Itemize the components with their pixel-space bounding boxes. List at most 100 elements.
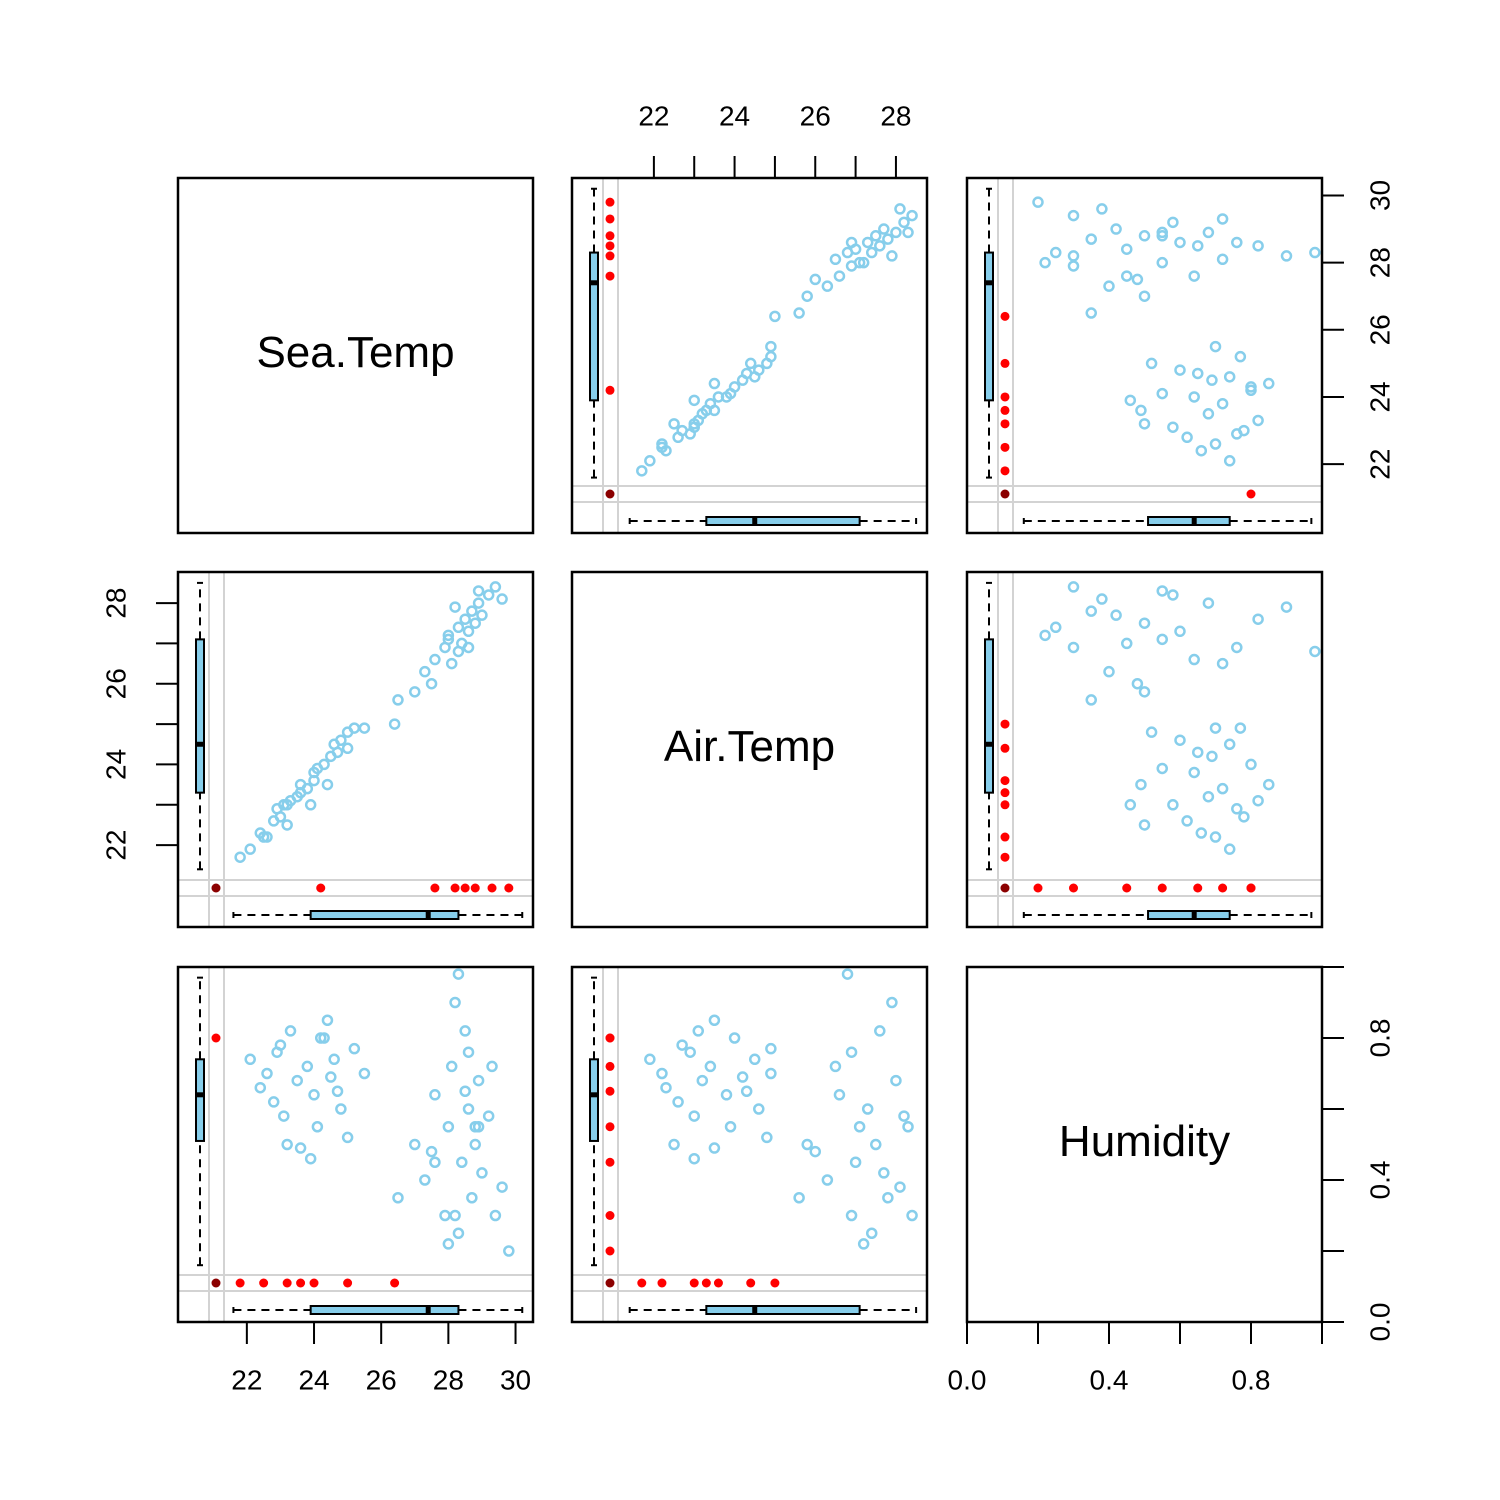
point xyxy=(1156,633,1168,646)
missing-point xyxy=(470,883,480,893)
point xyxy=(1131,273,1144,286)
point xyxy=(1096,593,1108,605)
point xyxy=(472,597,485,609)
y-tick-label: 22 xyxy=(1364,449,1395,480)
point xyxy=(486,1060,498,1073)
point xyxy=(278,1110,290,1122)
point xyxy=(419,665,431,678)
point xyxy=(1156,230,1168,242)
point xyxy=(1195,444,1208,457)
point xyxy=(459,1025,471,1037)
point xyxy=(728,381,741,393)
point xyxy=(294,1142,307,1154)
x-tick-label: 30 xyxy=(500,1364,531,1395)
point xyxy=(1206,750,1218,763)
point xyxy=(325,1071,337,1083)
missing-point xyxy=(701,1278,711,1288)
point xyxy=(476,609,488,621)
point xyxy=(439,1209,451,1222)
missing-point xyxy=(605,1033,615,1043)
point xyxy=(765,1042,777,1055)
y-tick-label: 26 xyxy=(100,668,131,699)
point xyxy=(801,290,813,302)
point xyxy=(688,418,700,430)
point xyxy=(476,1167,488,1179)
point xyxy=(392,694,404,706)
missing-point xyxy=(605,1246,615,1256)
point xyxy=(748,1053,761,1066)
point xyxy=(853,1121,866,1133)
point xyxy=(1202,597,1215,609)
point xyxy=(1138,819,1151,831)
point xyxy=(429,1156,441,1168)
point xyxy=(419,1174,431,1186)
point xyxy=(1216,253,1229,266)
point xyxy=(1135,778,1147,791)
point xyxy=(409,1138,421,1151)
point xyxy=(335,1103,347,1115)
missing-point xyxy=(605,241,615,251)
point xyxy=(1067,641,1080,654)
point xyxy=(1209,831,1222,843)
point xyxy=(321,778,334,791)
point xyxy=(388,718,401,730)
point xyxy=(874,240,886,252)
point xyxy=(906,1209,918,1222)
point xyxy=(793,307,805,319)
missing-point xyxy=(430,883,440,893)
point xyxy=(234,851,246,863)
point xyxy=(765,1067,777,1080)
point xyxy=(1135,404,1147,417)
x-tick-label: 26 xyxy=(800,100,831,131)
point xyxy=(331,746,344,759)
point xyxy=(672,1096,684,1108)
point xyxy=(809,273,822,286)
box xyxy=(589,251,599,402)
point xyxy=(449,601,461,613)
missing-point xyxy=(1193,883,1203,893)
point xyxy=(459,613,471,625)
missing-point xyxy=(1122,883,1132,893)
point xyxy=(244,843,256,855)
point xyxy=(1103,280,1115,292)
point xyxy=(442,1121,455,1133)
point xyxy=(1032,196,1044,208)
point xyxy=(482,1110,495,1122)
point xyxy=(688,1152,700,1165)
x-tick-label: 0.4 xyxy=(1090,1364,1129,1395)
point xyxy=(1138,418,1151,430)
y-tick-label: 28 xyxy=(100,587,131,618)
point xyxy=(261,1067,273,1080)
point xyxy=(257,831,270,843)
point xyxy=(1085,307,1097,319)
point xyxy=(898,216,910,229)
point xyxy=(462,641,475,654)
x-tick-label: 28 xyxy=(880,100,911,131)
both-missing-point xyxy=(211,883,221,893)
point xyxy=(281,799,293,811)
point xyxy=(271,1046,283,1058)
x-tick-label: 24 xyxy=(719,100,750,131)
point xyxy=(1085,694,1097,706)
point xyxy=(348,1042,361,1055)
point xyxy=(489,1209,502,1222)
point xyxy=(442,1238,455,1250)
missing-point xyxy=(235,1278,245,1288)
point xyxy=(1174,734,1186,746)
x-tick-label: 24 xyxy=(298,1364,329,1395)
point xyxy=(392,1192,404,1204)
point xyxy=(459,1085,471,1097)
point xyxy=(409,686,421,698)
point xyxy=(1188,391,1200,403)
point xyxy=(1216,657,1229,670)
point xyxy=(1192,367,1204,380)
point xyxy=(1234,722,1247,734)
point xyxy=(254,1081,267,1094)
point xyxy=(704,1060,717,1073)
x-tick-label: 22 xyxy=(231,1364,262,1395)
diagonal-label: Humidity xyxy=(1059,1117,1230,1166)
point xyxy=(740,1085,753,1097)
point xyxy=(668,1138,680,1151)
point xyxy=(688,1110,700,1122)
point xyxy=(445,657,458,670)
